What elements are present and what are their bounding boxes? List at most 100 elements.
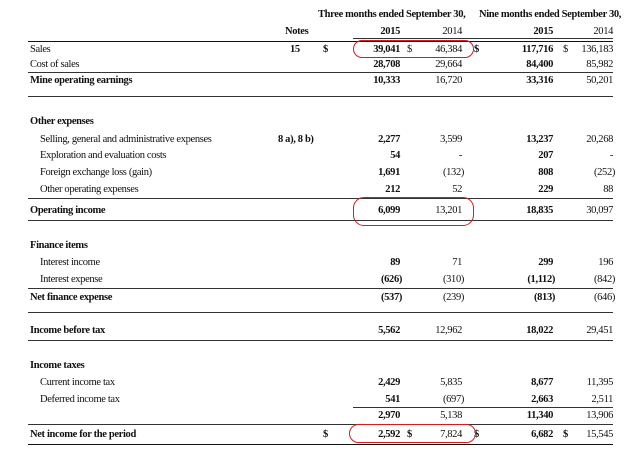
value-n2014: -: [609, 150, 614, 161]
divider: [28, 198, 613, 199]
value-q2015: 212: [385, 184, 400, 195]
row-label: Foreign exchange loss (gain): [40, 167, 152, 178]
row-label: Mine operating earnings: [30, 75, 133, 86]
value-n2014: 15,545: [586, 429, 613, 440]
currency-symbol: $: [474, 429, 479, 440]
row-label: Net income for the period: [30, 429, 136, 440]
value-q2014: 29,664: [435, 59, 462, 70]
value-q2015: 10,333: [373, 75, 400, 86]
header-year-q2014: 2014: [442, 26, 462, 37]
value-q2014: 16,720: [435, 75, 462, 86]
row-label: Exploration and evaluation costs: [40, 150, 167, 161]
value-q2014: (310): [443, 274, 464, 285]
value-q2015: (537): [381, 292, 402, 303]
row-label: Operating income: [30, 205, 106, 216]
value-n2015: 13,237: [526, 134, 553, 145]
value-n2015: 18,835: [526, 205, 553, 216]
value-q2014: 12,962: [435, 325, 462, 336]
value-q2015: 2,592: [378, 429, 400, 440]
currency-symbol: $: [563, 44, 568, 55]
value-q2014: 71: [452, 257, 462, 268]
divider: [28, 72, 613, 73]
value-q2015: 2,277: [378, 134, 400, 145]
highlight-ellipse-operating-income: [353, 197, 474, 226]
value-n2015: (1,112): [527, 274, 555, 285]
header-year-q2015: 2015: [380, 26, 400, 37]
value-n2014: 2,511: [591, 394, 614, 405]
row-label: Deferred income tax: [40, 394, 120, 405]
value-q2015: 1,691: [378, 167, 400, 178]
row-label: Interest expense: [40, 274, 103, 285]
value-n2014: (842): [594, 274, 615, 285]
divider: [28, 220, 613, 221]
currency-symbol: $: [323, 44, 328, 55]
value-q2014: (239): [443, 292, 464, 303]
value-q2015: 28,708: [373, 59, 400, 70]
section-heading: Income taxes: [30, 360, 85, 371]
value-n2014: 29,451: [586, 325, 613, 336]
currency-symbol: $: [563, 429, 568, 440]
highlight-ellipse-sales: [353, 40, 474, 58]
value-q2014: 46,384: [435, 44, 462, 55]
note-ref: 15: [290, 44, 300, 55]
row-label: Net finance expense: [30, 292, 113, 303]
value-n2014: 11,395: [586, 377, 614, 388]
header-year-n2014: 2014: [593, 26, 613, 37]
currency-symbol: $: [323, 429, 328, 440]
value-q2014: 13,201: [435, 205, 462, 216]
header-three-months: Three months ended September 30,: [318, 9, 466, 20]
value-n2014: 88: [603, 184, 613, 195]
value-n2015: 299: [538, 257, 553, 268]
value-q2015: 89: [390, 257, 400, 268]
header-year-n2015: 2015: [533, 26, 553, 37]
row-label: Current income tax: [40, 377, 115, 388]
value-n2015: 2,663: [531, 394, 553, 405]
row-label: Other operating expenses: [40, 184, 139, 195]
value-q2015: 54: [390, 150, 400, 161]
value-q2014: 5,138: [440, 410, 462, 421]
value-q2014: -: [458, 150, 463, 161]
section-heading: Finance items: [30, 240, 88, 251]
currency-symbol: $: [407, 429, 412, 440]
value-n2014: 85,982: [586, 59, 613, 70]
row-label: Sales: [30, 44, 51, 55]
header-nine-months: Nine months ended September 30,: [479, 9, 622, 20]
value-q2014: 7,824: [440, 429, 462, 440]
value-n2015: 229: [538, 184, 553, 195]
value-q2015: 5,562: [378, 325, 400, 336]
header-underline: [353, 38, 613, 39]
divider-top: [28, 41, 613, 42]
section-heading: Other expenses: [30, 116, 94, 127]
value-q2015: (626): [381, 274, 402, 285]
value-n2014: 30,097: [586, 205, 613, 216]
divider: [28, 340, 613, 341]
value-q2015: 6,099: [378, 205, 400, 216]
value-n2015: 808: [538, 167, 553, 178]
highlight-ellipse-net-income: [349, 424, 476, 443]
value-n2014: (646): [594, 292, 615, 303]
value-n2014: (252): [594, 167, 615, 178]
row-label: Selling, general and administrative expe…: [40, 134, 212, 145]
row-label: Interest income: [40, 257, 100, 268]
value-q2014: (132): [443, 167, 464, 178]
value-q2015: 541: [385, 394, 400, 405]
currency-symbol: $: [474, 44, 479, 55]
value-n2014: 136,183: [581, 44, 613, 55]
value-q2014: 3,599: [440, 134, 462, 145]
divider: [28, 288, 613, 289]
value-q2015: 39,041: [373, 44, 400, 55]
currency-symbol: $: [407, 44, 412, 55]
value-n2014: 13,906: [586, 410, 613, 421]
value-n2015: 11,340: [526, 410, 554, 421]
row-label: Cost of sales: [30, 59, 80, 70]
row-label: Income before tax: [30, 325, 105, 336]
value-n2014: 196: [598, 257, 613, 268]
value-n2015: 84,400: [526, 59, 553, 70]
value-n2015: 6,682: [531, 429, 553, 440]
value-n2014: 50,201: [586, 75, 613, 86]
value-n2015: 8,677: [531, 377, 553, 388]
value-n2015: 18,022: [526, 325, 553, 336]
divider: [28, 96, 613, 97]
value-n2015: 117,716: [521, 44, 553, 55]
